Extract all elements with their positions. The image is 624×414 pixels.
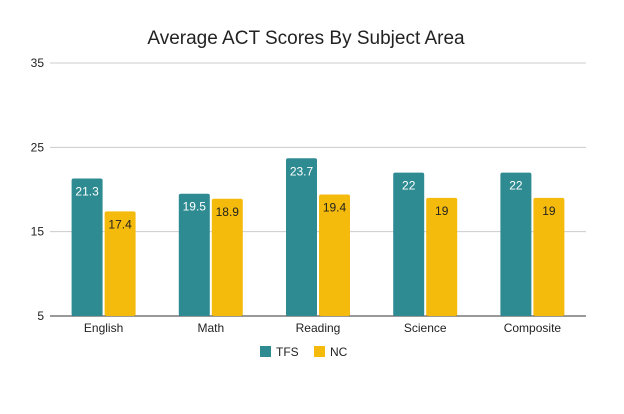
data-label: 23.7 [290,164,314,178]
data-label: 19 [435,204,449,218]
bar-nc-math [211,198,243,316]
bar-tfs-reading [286,158,317,316]
chart-title: Average ACT Scores By Subject Area [147,28,465,49]
y-tick-label: 35 [31,56,45,70]
category-label: Math [197,321,224,335]
legend: TFS NC [260,345,348,359]
legend-label-nc: NC [330,345,348,359]
data-labels: 21.3 17.4 19.5 18.9 23.7 19.4 22 19 22 19 [75,164,555,231]
y-axis-ticks: 5 15 25 35 [31,56,45,323]
bar-tfs-english [71,178,103,316]
bar-tfs-composite [500,172,532,316]
bar-tfs-math [178,193,210,316]
data-label: 19.4 [323,201,347,215]
category-label: Science [404,321,447,335]
x-axis-categories: English Math Reading Science Composite [84,321,561,335]
data-label: 22 [402,179,416,193]
category-label: Reading [296,321,341,335]
bar-nc-english [104,211,136,316]
data-label: 19.5 [183,200,207,214]
category-label: English [84,321,123,335]
y-tick-label: 15 [31,225,45,239]
data-label: 18.9 [216,205,240,219]
legend-swatch-nc [314,346,325,357]
bar-nc-science [426,197,458,316]
category-label: Composite [504,321,562,335]
bars [71,158,565,316]
legend-label-tfs: TFS [276,345,299,359]
gridlines [50,62,586,317]
bar-tfs-science [393,172,425,316]
data-label: 21.3 [75,185,99,199]
bar-nc-reading [319,194,350,316]
data-label: 19 [542,204,556,218]
data-label: 22 [509,179,523,193]
data-label: 17.4 [108,217,132,231]
y-tick-label: 5 [37,309,44,323]
legend-swatch-tfs [260,346,271,357]
bar-nc-composite [533,197,565,316]
y-tick-label: 25 [31,140,45,154]
